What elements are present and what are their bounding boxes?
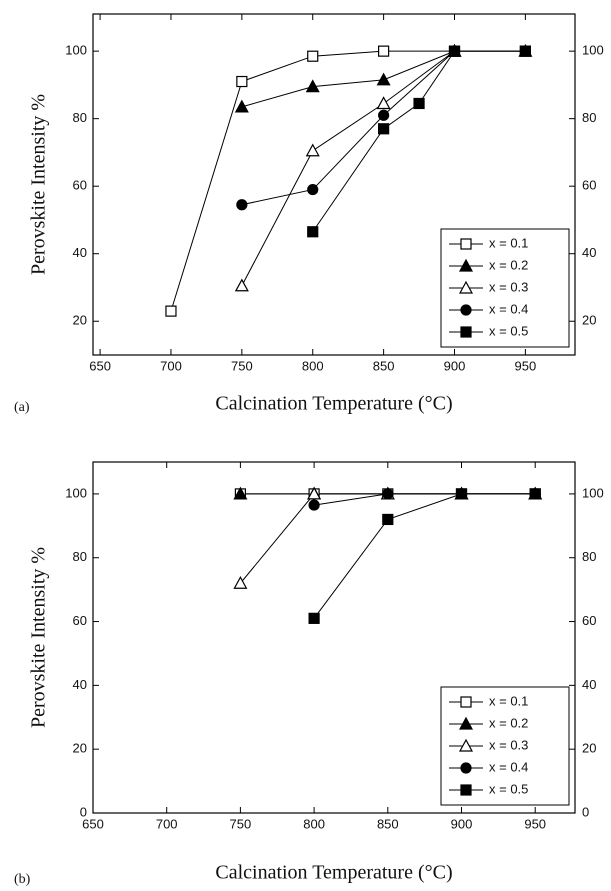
y2-tick-label: 80 [582, 110, 596, 125]
y2-tick-label: 20 [582, 313, 596, 328]
marker [460, 762, 472, 774]
x-tick-label: 800 [302, 358, 324, 373]
marker [460, 326, 472, 338]
legend-label: x = 0.2 [489, 257, 528, 272]
y2-tick-label: 100 [582, 485, 604, 500]
marker [307, 226, 319, 238]
marker [376, 96, 391, 110]
marker [307, 183, 319, 196]
marker [236, 75, 248, 88]
marker [458, 258, 474, 272]
legend-label: x = 0.5 [489, 781, 528, 796]
marker [458, 716, 474, 730]
marker [458, 738, 474, 752]
y-tick-label: 80 [73, 549, 87, 564]
marker [458, 280, 474, 294]
panel-label: (a) [14, 400, 30, 415]
y-tick-label: 60 [73, 613, 87, 628]
y-tick-label: 20 [73, 741, 87, 756]
marker [236, 199, 248, 211]
marker [382, 513, 394, 526]
legend-label: x = 0.1 [489, 235, 528, 250]
marker [519, 45, 531, 57]
marker [234, 278, 249, 292]
y-tick-label: 80 [73, 110, 87, 125]
y2-tick-label: 40 [582, 677, 596, 692]
marker [460, 696, 472, 708]
x-tick-label: 800 [303, 816, 325, 831]
marker [307, 50, 319, 62]
marker [234, 99, 249, 113]
legend-label: x = 0.4 [489, 759, 528, 774]
marker [455, 488, 468, 500]
y-tick-label: 0 [80, 804, 87, 819]
x-tick-label: 700 [160, 358, 182, 373]
marker [378, 109, 390, 121]
marker [460, 238, 472, 250]
legend-label: x = 0.1 [489, 693, 528, 708]
y2-tick-label: 60 [582, 613, 596, 628]
x-axis-title: Calcination Temperature (°C) [215, 862, 452, 884]
marker [448, 45, 461, 57]
y-tick-label: 60 [73, 178, 87, 193]
marker [413, 97, 425, 110]
x-tick-label: 700 [156, 816, 178, 831]
y-axis-title: Perovskite Intensity % [28, 547, 50, 728]
marker [460, 784, 472, 796]
y-tick-label: 40 [73, 245, 87, 260]
x-tick-label: 650 [89, 358, 111, 373]
x-tick-label: 950 [524, 816, 546, 831]
y2-tick-label: 60 [582, 178, 596, 193]
y2-tick-label: 40 [582, 245, 596, 260]
marker [378, 45, 390, 57]
x-tick-label: 750 [230, 816, 252, 831]
legend-label: x = 0.5 [489, 323, 528, 338]
y-axis-title: Perovskite Intensity % [28, 94, 50, 275]
legend-label: x = 0.2 [489, 715, 528, 730]
y2-tick-label: 80 [582, 549, 596, 564]
x-tick-label: 650 [82, 816, 104, 831]
legend-label: x = 0.3 [489, 737, 528, 752]
y2-tick-label: 20 [582, 741, 596, 756]
y-tick-label: 100 [65, 43, 87, 58]
marker [378, 123, 390, 135]
marker [529, 488, 541, 500]
y2-tick-label: 100 [582, 43, 604, 58]
marker [460, 304, 472, 316]
series-line [312, 50, 526, 233]
marker [307, 486, 322, 500]
legend-label: x = 0.4 [489, 301, 528, 316]
series-line [314, 493, 536, 506]
marker [305, 79, 320, 93]
x-tick-label: 900 [451, 816, 473, 831]
legend: x = 0.1 x = 0.2 x = 0.3 x = 0.4 x = 0.5 [440, 228, 570, 348]
marker [305, 143, 320, 157]
marker [382, 488, 394, 500]
legend: x = 0.1 x = 0.2 x = 0.3 x = 0.4 x = 0.5 [440, 686, 570, 806]
panel-label: (b) [14, 872, 31, 887]
plot-frame [92, 461, 576, 814]
marker [376, 72, 391, 86]
marker [308, 499, 320, 511]
plot-frame [92, 13, 576, 356]
series-line [240, 493, 536, 584]
series-line [241, 50, 455, 287]
x-tick-label: 750 [231, 358, 253, 373]
marker [233, 486, 248, 500]
y2-tick-label: 0 [582, 804, 589, 819]
marker [165, 305, 177, 317]
y-tick-label: 20 [73, 313, 87, 328]
series-line [313, 493, 536, 619]
x-tick-label: 850 [373, 358, 395, 373]
y-tick-label: 100 [65, 485, 87, 500]
x-tick-label: 900 [444, 358, 466, 373]
x-tick-label: 950 [515, 358, 537, 373]
x-tick-label: 850 [377, 816, 399, 831]
marker [233, 576, 248, 589]
x-axis-title: Calcination Temperature (°C) [215, 393, 452, 415]
marker [308, 612, 320, 624]
legend-label: x = 0.3 [489, 279, 528, 294]
y-tick-label: 40 [73, 677, 87, 692]
